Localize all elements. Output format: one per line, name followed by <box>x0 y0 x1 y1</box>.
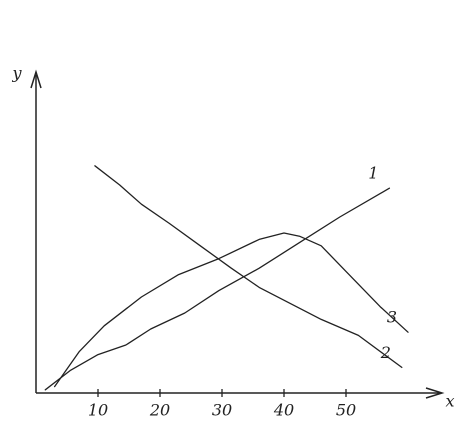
line-label: 1 <box>368 164 378 183</box>
x-axis-label: x <box>445 392 454 411</box>
x-axis-arrow <box>425 387 445 399</box>
y-axis-arrow <box>30 69 42 89</box>
y-axis-label: y <box>11 64 22 83</box>
x-tick-label: 50 <box>336 401 356 420</box>
line <box>94 165 403 369</box>
line <box>53 232 409 388</box>
line-label: 2 <box>380 343 391 362</box>
x-tick-label: 40 <box>273 401 294 420</box>
line <box>44 187 391 391</box>
x-tick-label: 10 <box>88 401 108 420</box>
line-label: 3 <box>387 308 397 327</box>
x-tick-label: 30 <box>212 401 232 420</box>
x-tick-label: 20 <box>149 401 170 420</box>
